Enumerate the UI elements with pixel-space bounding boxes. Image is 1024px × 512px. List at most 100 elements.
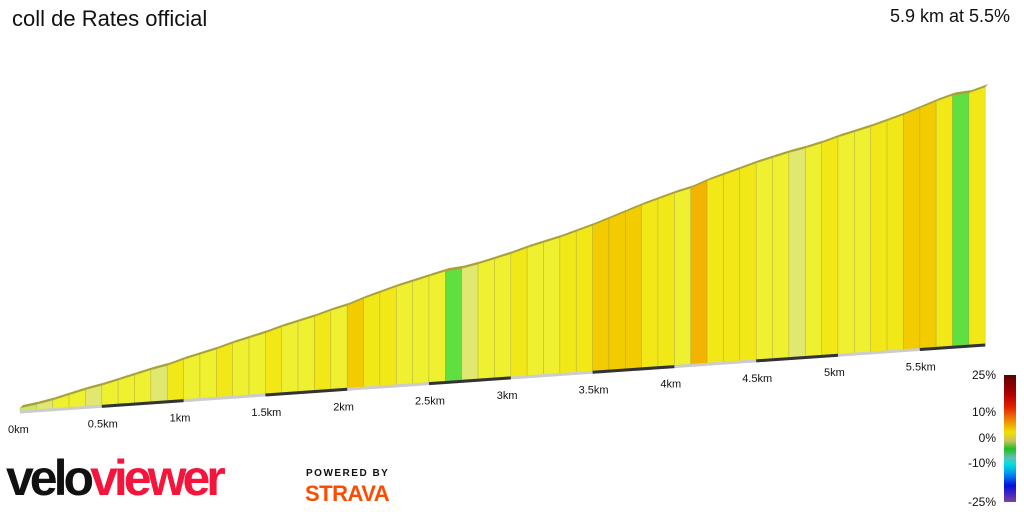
gradient-segment: [935, 94, 953, 349]
gradient-segment: [592, 218, 610, 373]
profile-top-edge: [494, 250, 514, 259]
gradient-segment: [804, 142, 822, 358]
profile-top-edge: [69, 386, 89, 395]
axis-dark-band: [756, 353, 839, 363]
profile-top-edge: [298, 313, 318, 322]
profile-top-edge: [756, 154, 776, 163]
x-tick-label: 0.5km: [88, 418, 118, 430]
profile-top-edge: [314, 307, 334, 317]
profile-top-edge: [527, 239, 547, 248]
profile-top-edge: [249, 329, 269, 339]
profile-top-edge: [854, 123, 874, 132]
profile-top-edge: [821, 134, 841, 144]
profile-top-edge: [936, 92, 956, 102]
profile-top-edge: [707, 171, 727, 181]
gradient-segment: [690, 180, 708, 366]
strava-logo: STRAVA: [305, 481, 390, 506]
profile-top-edge: [379, 283, 400, 293]
profile-top-edge: [445, 265, 465, 272]
gradient-segment: [412, 275, 430, 386]
axis-dark-band: [428, 376, 511, 386]
gradient-segment: [543, 237, 561, 376]
gradient-segment: [150, 365, 168, 404]
x-tick-label: 1km: [170, 413, 191, 425]
profile-top-edge: [150, 362, 171, 370]
profile-top-edge: [216, 340, 236, 350]
gradient-segment: [903, 107, 921, 351]
profile-top-edge: [788, 145, 809, 153]
profile-top-edge: [576, 222, 596, 232]
gradient-segment: [445, 268, 463, 383]
gradient-segment: [117, 374, 135, 406]
gradient-segment: [314, 310, 332, 392]
gradient-segment: [772, 152, 790, 361]
profile-top-edge: [723, 165, 743, 175]
gradient-segment: [330, 305, 348, 391]
gradient-segment: [134, 369, 152, 405]
profile-top-edge: [870, 117, 891, 127]
gradient-segment: [739, 162, 757, 363]
gradient-color-scale: [1004, 375, 1016, 502]
gradient-segment: [183, 353, 201, 401]
axis-dark-band: [101, 399, 184, 408]
gradient-segment: [346, 298, 364, 390]
legend-label: 10%: [971, 405, 996, 419]
x-tick-label: 5km: [824, 367, 845, 379]
gradient-segment: [363, 292, 381, 389]
profile-top-edge: [363, 289, 383, 299]
profile-top-edge: [199, 346, 220, 355]
profile-top-edge: [641, 196, 662, 206]
profile-top-edge: [429, 268, 449, 277]
profile-top-edge: [167, 356, 187, 366]
gradient-segment: [216, 342, 233, 399]
profile-top-edge: [690, 177, 711, 189]
gradient-segment: [526, 242, 544, 378]
x-tick-label: 3km: [497, 390, 518, 402]
gradient-segment: [837, 131, 855, 356]
profile-top-edge: [608, 208, 629, 219]
powered-by-label: POWERED BY: [306, 468, 390, 479]
gradient-segment: [281, 321, 299, 395]
profile-top-edge: [559, 228, 580, 238]
profile-top-edge: [968, 84, 989, 93]
profile-top-edge: [36, 397, 56, 405]
profile-top-edge: [183, 351, 203, 360]
x-tick-label: 4km: [660, 379, 681, 391]
gradient-segment: [821, 136, 839, 357]
profile-top-edge: [461, 261, 482, 269]
profile-top-edge: [396, 278, 416, 287]
gradient-segment: [755, 157, 773, 362]
profile-top-edge: [838, 128, 858, 138]
x-tick-label: 4.5km: [742, 373, 772, 385]
profile-top-edge: [478, 255, 498, 265]
gradient-segment: [674, 187, 692, 367]
profile-top-edge: [625, 202, 645, 212]
climb-summary: 5.9 km at 5.5%: [889, 6, 1010, 26]
profile-top-edge: [85, 382, 105, 390]
profile-top-edge: [903, 105, 923, 115]
profile-top-edge: [772, 149, 792, 158]
profile-top-edge: [805, 140, 825, 149]
gradient-segment: [559, 231, 577, 375]
axis-dark-band: [592, 365, 675, 374]
profile-top-edge: [658, 190, 678, 200]
gradient-segment: [379, 286, 397, 388]
profile-top-edge: [674, 185, 694, 194]
gradient-segment: [265, 326, 283, 396]
gradient-segment: [477, 258, 495, 381]
gradient-segment: [788, 147, 806, 359]
profile-top-edge: [739, 159, 760, 169]
profile-top-edge: [134, 366, 154, 376]
gradient-segment: [297, 316, 315, 394]
x-tick-label: 5.5km: [906, 362, 936, 374]
gradient-segment: [575, 225, 593, 374]
profile-top-edge: [952, 89, 972, 96]
profile-top-edge: [412, 273, 432, 282]
profile-top-edge: [330, 302, 351, 311]
gradient-segment: [886, 114, 904, 353]
gradient-segment: [232, 337, 250, 398]
profile-top-edge: [281, 318, 302, 327]
x-tick-label: 0km: [8, 424, 29, 436]
profile-top-edge: [52, 391, 73, 401]
profile-top-edge: [347, 295, 367, 306]
